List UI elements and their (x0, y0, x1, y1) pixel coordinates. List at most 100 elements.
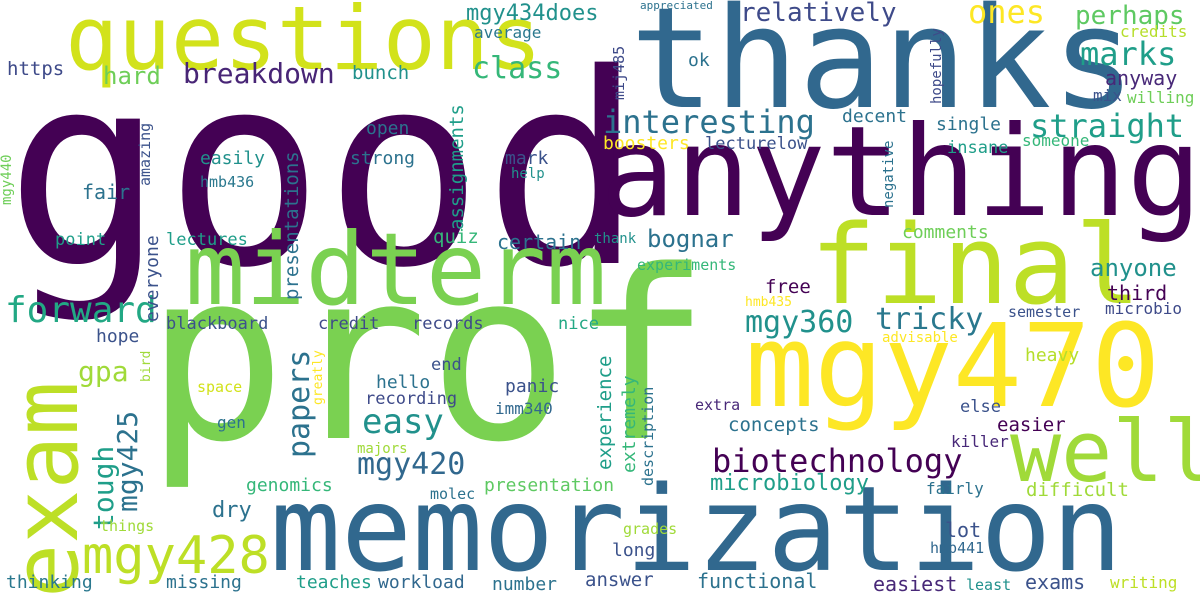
word-mgy428: mgy428 (82, 526, 270, 586)
word-ones: ones (968, 0, 1046, 31)
word-gen: gen (217, 413, 246, 432)
word-genomics: genomics (246, 475, 333, 496)
word-greatly: greatly (311, 350, 326, 405)
word-midterm: midterm (185, 211, 607, 328)
word-mgy470: mgy470 (745, 300, 1161, 434)
word-easier: easier (997, 414, 1066, 436)
word-exam: exam (0, 381, 99, 598)
word-perhaps: perhaps (1075, 1, 1185, 31)
word-ok: ok (688, 50, 710, 71)
word-lecturelow: lecturelow (705, 134, 808, 154)
word-anyway: anyway (1105, 66, 1178, 90)
word-biotechnology: biotechnology (712, 442, 963, 480)
word-killer: killer (951, 432, 1009, 451)
word-mij485: mij485 (610, 45, 628, 100)
word-class: class (472, 51, 563, 86)
word-lot: lot (945, 518, 982, 542)
word-memorization: memorization (270, 460, 1123, 598)
word-teaches: teaches (296, 572, 372, 593)
word-final: final (810, 201, 1142, 329)
word-gpa: gpa (78, 355, 129, 388)
word-decent: decent (842, 106, 908, 127)
word-single: single (936, 114, 1002, 135)
word-mgy420: mgy420 (357, 447, 466, 482)
word-recording: recording (365, 389, 458, 409)
word-marks: marks (1080, 35, 1177, 73)
word-grades: grades (623, 520, 678, 538)
word-thinking: thinking (6, 572, 93, 593)
word-forward: forward (5, 290, 157, 331)
word-microbio: microbio (1105, 299, 1183, 318)
word-answer: answer (585, 569, 654, 591)
word-boosters: boosters (603, 133, 690, 154)
word-hmb435: hmb435 (745, 295, 792, 310)
word-help: help (511, 166, 545, 182)
word-hmb441: hmb441 (930, 539, 985, 557)
word-strong: strong (350, 148, 416, 169)
word-hope: hope (96, 326, 140, 347)
word-number: number (492, 574, 558, 595)
word-experience: experience (594, 355, 616, 470)
word-thank: thank (594, 231, 637, 247)
word-things: things (100, 517, 155, 535)
word-tricky: tricky (875, 302, 984, 337)
word-everyone: everyone (142, 235, 163, 322)
word-average: average (474, 23, 542, 42)
word-space: space (197, 378, 243, 396)
word-presentations: presentations (281, 151, 303, 300)
word-fairly: fairly (926, 479, 984, 498)
word-imm340: imm340 (495, 399, 553, 418)
word-advisable: advisable (882, 330, 958, 346)
word-breakdown: breakdown (183, 57, 335, 90)
word-straight: straight (1030, 107, 1185, 145)
word-easy: easy (362, 402, 444, 442)
word-end: end (431, 355, 462, 375)
word-microbiology: microbiology (710, 471, 869, 496)
word-https: https (7, 58, 65, 80)
word-panic: panic (505, 376, 560, 397)
word-least: least (966, 576, 1012, 594)
word-bird: bird (139, 350, 154, 382)
word-amazing: amazing (136, 122, 154, 186)
word-heavy: heavy (1025, 345, 1080, 366)
word-bognar: bognar (647, 225, 734, 253)
word-concepts: concepts (728, 414, 820, 436)
word-functional: functional (697, 569, 818, 593)
word-credit: credit (318, 314, 380, 334)
word-mgy434does: mgy434does (466, 1, 599, 26)
word-presentation: presentation (484, 475, 615, 496)
word-comments: comments (902, 222, 989, 243)
word-bunch: bunch (352, 62, 410, 84)
word-easily: easily (200, 148, 266, 169)
word-molec: molec (430, 485, 476, 503)
word-hard: hard (103, 62, 161, 90)
word-willing: willing (1127, 88, 1195, 107)
word-else: else (960, 397, 1001, 417)
word-prof: prof (145, 221, 711, 494)
word-easiest: easiest (873, 572, 958, 596)
word-hmb436: hmb436 (200, 173, 255, 191)
word-mgy440: mgy440 (0, 154, 15, 205)
word-good: good (5, 18, 644, 326)
word-free: free (765, 276, 811, 298)
word-assignments: assignments (446, 104, 468, 230)
word-difficult: difficult (1026, 479, 1129, 501)
word-lectures: lectures (166, 230, 248, 250)
word-nice: nice (558, 314, 599, 334)
word-anyone: anyone (1090, 254, 1177, 282)
word-interesting: interesting (603, 103, 815, 141)
word-point: point (55, 230, 107, 250)
word-exams: exams (1025, 570, 1086, 594)
word-description: description (639, 386, 657, 486)
word-hopefully: hopefully (929, 28, 945, 104)
word-hello: hello (376, 372, 431, 393)
word-mark: mark (505, 148, 549, 169)
word-records: records (412, 314, 484, 334)
word-majors: majors (357, 441, 408, 457)
word-mgy360: mgy360 (745, 305, 854, 340)
word-missing: missing (166, 572, 242, 593)
word-well: well (1010, 403, 1200, 502)
word-insane: insane (947, 138, 1009, 158)
word-negative: negative (881, 140, 897, 208)
